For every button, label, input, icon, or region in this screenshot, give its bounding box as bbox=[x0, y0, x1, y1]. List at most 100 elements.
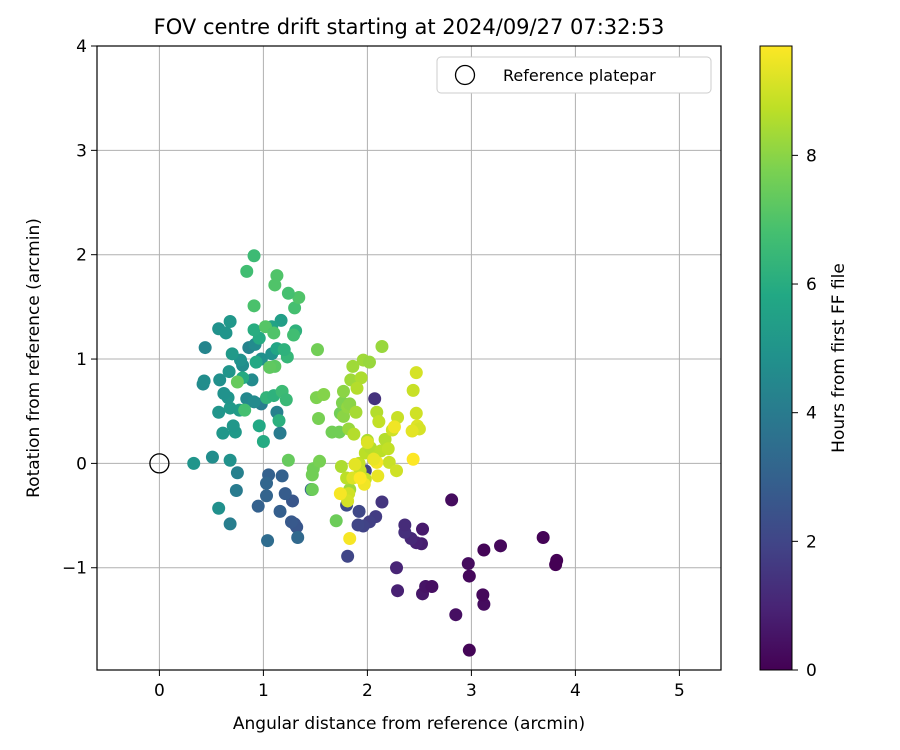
data-point bbox=[372, 415, 386, 429]
data-point bbox=[230, 375, 244, 389]
data-point bbox=[287, 328, 301, 342]
data-point bbox=[279, 393, 293, 407]
x-tick-label: 1 bbox=[258, 681, 269, 701]
data-point bbox=[267, 326, 281, 340]
y-tick-label: −1 bbox=[62, 559, 87, 579]
data-point bbox=[223, 517, 237, 531]
data-point bbox=[273, 426, 287, 440]
data-point bbox=[256, 434, 270, 448]
data-point bbox=[247, 395, 261, 409]
y-tick-label: 4 bbox=[76, 37, 87, 57]
data-point bbox=[288, 301, 302, 315]
data-point bbox=[353, 471, 367, 485]
data-point bbox=[375, 495, 389, 509]
x-tick-label: 3 bbox=[466, 681, 477, 701]
data-point bbox=[226, 419, 240, 433]
data-point bbox=[281, 453, 295, 467]
data-point bbox=[187, 456, 201, 470]
data-point bbox=[406, 383, 420, 397]
data-point bbox=[477, 543, 491, 557]
data-point bbox=[409, 406, 423, 420]
data-point bbox=[272, 414, 286, 428]
data-point bbox=[375, 340, 389, 354]
data-point bbox=[197, 374, 211, 388]
data-point bbox=[310, 343, 324, 357]
data-point bbox=[416, 522, 430, 536]
x-axis-title: Angular distance from reference (arcmin) bbox=[233, 714, 585, 734]
plot-frame bbox=[96, 45, 722, 671]
data-point bbox=[291, 530, 305, 544]
data-point bbox=[205, 450, 219, 464]
colorbar-tick-label: 4 bbox=[806, 404, 817, 424]
y-tick-label: 0 bbox=[76, 454, 87, 474]
data-point bbox=[284, 515, 298, 529]
y-tick-label: 2 bbox=[76, 246, 87, 266]
colorbar-gradient bbox=[759, 45, 793, 671]
x-tick-label: 5 bbox=[674, 681, 685, 701]
data-point bbox=[349, 405, 363, 419]
data-point bbox=[312, 412, 326, 426]
data-point bbox=[343, 532, 357, 546]
data-point bbox=[268, 278, 282, 292]
data-point bbox=[260, 489, 274, 503]
data-point bbox=[333, 487, 347, 501]
data-point bbox=[212, 405, 226, 419]
data-point bbox=[425, 580, 439, 594]
colorbar-tick-label: 6 bbox=[806, 275, 817, 295]
data-point bbox=[381, 442, 395, 456]
data-point bbox=[368, 392, 382, 406]
data-point bbox=[362, 355, 376, 369]
data-point bbox=[225, 347, 239, 361]
data-point bbox=[367, 452, 381, 466]
data-point bbox=[317, 388, 331, 402]
data-point bbox=[390, 464, 404, 478]
data-point bbox=[222, 365, 236, 379]
data-point bbox=[240, 264, 254, 278]
y-tick-label: 1 bbox=[76, 350, 87, 370]
data-point bbox=[252, 419, 266, 433]
data-point bbox=[305, 482, 319, 496]
data-point bbox=[462, 643, 476, 657]
data-point bbox=[350, 381, 364, 395]
data-point bbox=[260, 476, 274, 490]
data-point bbox=[212, 501, 226, 515]
data-point bbox=[398, 518, 412, 532]
data-point bbox=[292, 290, 306, 304]
data-point bbox=[277, 343, 291, 357]
x-tick-label: 4 bbox=[570, 681, 581, 701]
data-point bbox=[251, 499, 265, 513]
data-point bbox=[371, 469, 385, 483]
data-point bbox=[273, 504, 287, 518]
legend-label: Reference platepar bbox=[503, 66, 656, 85]
data-points bbox=[187, 249, 564, 657]
y-axis-title: Rotation from reference (arcmin) bbox=[24, 218, 44, 498]
data-point bbox=[346, 359, 360, 373]
x-tick-label: 2 bbox=[362, 681, 373, 701]
data-point bbox=[223, 453, 237, 467]
data-point bbox=[281, 286, 295, 300]
data-point bbox=[305, 468, 319, 482]
data-point bbox=[347, 427, 361, 441]
data-point bbox=[216, 426, 230, 440]
data-point bbox=[354, 371, 368, 385]
data-point bbox=[247, 299, 261, 313]
data-point bbox=[390, 561, 404, 575]
data-point bbox=[230, 466, 244, 480]
legend: Reference platepar bbox=[436, 56, 712, 94]
data-point bbox=[476, 588, 490, 602]
data-point bbox=[263, 360, 277, 374]
data-point bbox=[249, 355, 263, 369]
data-point bbox=[275, 469, 289, 483]
data-point bbox=[313, 454, 327, 468]
data-point bbox=[261, 534, 275, 548]
data-point bbox=[238, 403, 252, 417]
data-point bbox=[213, 373, 227, 387]
data-point bbox=[348, 457, 362, 471]
data-point bbox=[409, 366, 423, 380]
legend-box bbox=[436, 56, 712, 94]
data-point bbox=[449, 608, 463, 622]
y-axis: −1 0 1 2 3 4 bbox=[62, 37, 97, 579]
data-point bbox=[352, 504, 366, 518]
data-point bbox=[247, 249, 261, 263]
colorbar: 0 2 4 6 8 Hours from first FF file bbox=[759, 45, 849, 681]
